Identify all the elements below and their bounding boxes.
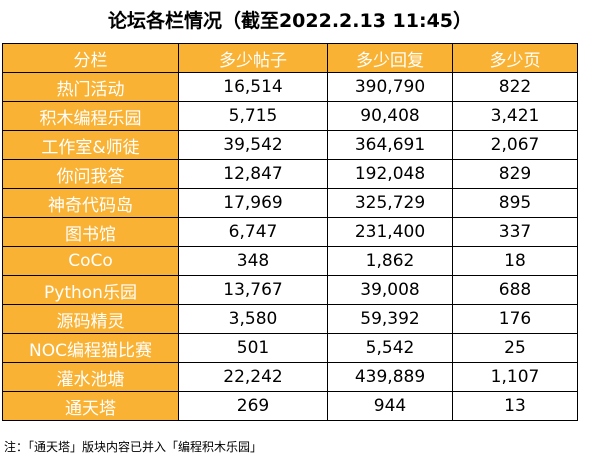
number-cell: 22,242 xyxy=(178,362,328,392)
number-cell: 17,969 xyxy=(178,188,328,218)
table-row: 神奇代码岛 17,969 325,729 895 xyxy=(2,188,578,218)
number-cell: 6,747 xyxy=(178,217,328,247)
header-cell: 多少回复 xyxy=(327,43,453,73)
number-cell: 16,514 xyxy=(178,72,328,102)
category-cell: 神奇代码岛 xyxy=(2,188,179,218)
number-cell: 1,862 xyxy=(327,246,453,276)
table-row: Python乐园 13,767 39,008 688 xyxy=(2,275,578,305)
table: 分栏 多少帖子 多少回复 多少页 热门活动 16,514 390,790 822 积木编程乐园 5… xyxy=(2,43,578,421)
category-cell: 热门活动 xyxy=(2,72,179,102)
category-cell: 你问我答 xyxy=(2,159,179,189)
number-cell: 192,048 xyxy=(327,159,453,189)
table-row: CoCo 348 1,862 18 xyxy=(2,246,578,276)
number-cell: 90,408 xyxy=(327,101,453,131)
number-cell: 39,008 xyxy=(327,275,453,305)
category-cell: 灌水池塘 xyxy=(2,362,179,392)
number-cell: 1,107 xyxy=(452,362,578,392)
number-cell: 5,715 xyxy=(178,101,328,131)
number-cell: 688 xyxy=(452,275,578,305)
header-cell: 分栏 xyxy=(2,43,179,73)
category-cell: 通天塔 xyxy=(2,391,179,421)
header-cell: 多少页 xyxy=(452,43,578,73)
number-cell: 59,392 xyxy=(327,304,453,334)
table-row: 源码精灵 3,580 59,392 176 xyxy=(2,304,578,334)
number-cell: 25 xyxy=(452,333,578,363)
category-cell: 图书馆 xyxy=(2,217,179,247)
table-row: 你问我答 12,847 192,048 829 xyxy=(2,159,578,189)
number-cell: 5,542 xyxy=(327,333,453,363)
number-cell: 3,580 xyxy=(178,304,328,334)
number-cell: 269 xyxy=(178,391,328,421)
category-cell: 工作室&师徒 xyxy=(2,130,179,160)
number-cell: 501 xyxy=(178,333,328,363)
category-cell: CoCo xyxy=(2,246,179,276)
number-cell: 39,542 xyxy=(178,130,328,160)
number-cell: 3,421 xyxy=(452,101,578,131)
number-cell: 13 xyxy=(452,391,578,421)
number-cell: 348 xyxy=(178,246,328,276)
number-cell: 231,400 xyxy=(327,217,453,247)
number-cell: 325,729 xyxy=(327,188,453,218)
number-cell: 944 xyxy=(327,391,453,421)
number-cell: 439,889 xyxy=(327,362,453,392)
number-cell: 337 xyxy=(452,217,578,247)
table-row: 通天塔 269 944 13 xyxy=(2,391,578,421)
number-cell: 18 xyxy=(452,246,578,276)
number-cell: 13,767 xyxy=(178,275,328,305)
number-cell: 822 xyxy=(452,72,578,102)
table-row: 灌水池塘 22,242 439,889 1,107 xyxy=(2,362,578,392)
header-cell: 多少帖子 xyxy=(178,43,328,73)
number-cell: 390,790 xyxy=(327,72,453,102)
category-cell: NOC编程猫比赛 xyxy=(2,333,179,363)
table-row: 图书馆 6,747 231,400 337 xyxy=(2,217,578,247)
table-row: 工作室&师徒 39,542 364,691 2,067 xyxy=(2,130,578,160)
category-cell: 积木编程乐园 xyxy=(2,101,179,131)
number-cell: 364,691 xyxy=(327,130,453,160)
title: 论坛各栏情况（截至2022.2.13 11:45） xyxy=(107,10,473,32)
header-row: 分栏 多少帖子 多少回复 多少页 xyxy=(2,43,578,73)
number-cell: 2,067 xyxy=(452,130,578,160)
number-cell: 829 xyxy=(452,159,578,189)
note: 注：「通天塔」版块内容已并入「编程积木乐园」 xyxy=(4,440,263,454)
table-row: NOC编程猫比赛 501 5,542 25 xyxy=(2,333,578,363)
table-row: 积木编程乐园 5,715 90,408 3,421 xyxy=(2,101,578,131)
number-cell: 176 xyxy=(452,304,578,334)
table-row: 热门活动 16,514 390,790 822 xyxy=(2,72,578,102)
number-cell: 12,847 xyxy=(178,159,328,189)
category-cell: 源码精灵 xyxy=(2,304,179,334)
category-cell: Python乐园 xyxy=(2,275,179,305)
number-cell: 895 xyxy=(452,188,578,218)
